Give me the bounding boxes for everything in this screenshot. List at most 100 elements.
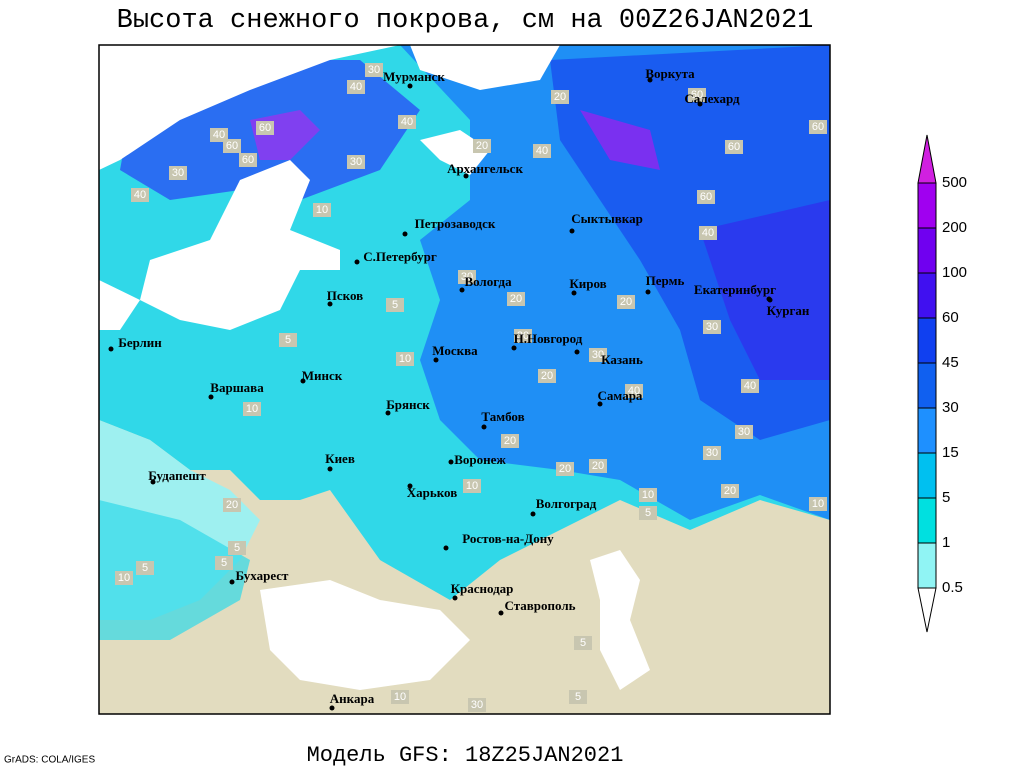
contour-label-box bbox=[589, 348, 607, 362]
contour-label: 10 bbox=[466, 480, 478, 492]
colorbar-box bbox=[917, 182, 937, 229]
contour-label: 30 bbox=[172, 167, 184, 179]
contour-label-box bbox=[215, 556, 233, 570]
city-label: Петрозаводск bbox=[415, 216, 496, 231]
city-dot bbox=[574, 349, 580, 355]
contour-label-box bbox=[463, 479, 481, 493]
contour-label-box bbox=[239, 153, 257, 167]
city-dot bbox=[300, 378, 306, 384]
contour-label: 20 bbox=[724, 485, 736, 497]
contour-label-box bbox=[699, 226, 717, 240]
contour-label-box bbox=[617, 295, 635, 309]
city-dot bbox=[208, 394, 214, 400]
contour-label-box bbox=[279, 333, 297, 347]
city-label: Ростов-на-Дону bbox=[462, 531, 554, 546]
contour-label: 40 bbox=[628, 385, 640, 397]
city-label: Варшава bbox=[210, 380, 264, 395]
contour-label: 20 bbox=[476, 140, 488, 152]
city-label: Киров bbox=[569, 276, 606, 291]
map-frame bbox=[98, 44, 831, 715]
baltic-sea bbox=[140, 160, 340, 330]
colorbar-label: 200 bbox=[942, 219, 967, 236]
city-dot bbox=[327, 466, 333, 472]
city-label: Курган bbox=[767, 303, 810, 318]
contour-label-box bbox=[223, 139, 241, 153]
city-dot bbox=[597, 401, 603, 407]
black-sea bbox=[260, 580, 470, 690]
contour-label-box bbox=[556, 462, 574, 476]
contour-label: 60 bbox=[728, 141, 740, 153]
colorbar-top bbox=[917, 134, 937, 184]
contour-label: 5 bbox=[392, 299, 398, 311]
contour-label: 5 bbox=[575, 691, 581, 703]
contour-label-box bbox=[639, 506, 657, 520]
colorbar-box bbox=[917, 272, 937, 319]
city-label: Воронеж bbox=[454, 452, 506, 467]
snow-high-east bbox=[580, 110, 660, 170]
city-dot bbox=[407, 83, 413, 89]
city-dot bbox=[530, 511, 536, 517]
contour-label-box bbox=[569, 690, 587, 704]
city-label: Казань bbox=[601, 352, 643, 367]
colorbar-label: 500 bbox=[942, 174, 967, 191]
contour-label: 20 bbox=[554, 91, 566, 103]
colorbar-label: 1 bbox=[942, 534, 950, 551]
city-dot bbox=[448, 459, 454, 465]
north-sea bbox=[99, 280, 140, 330]
contour-label: 30 bbox=[706, 447, 718, 459]
contour-label: 20 bbox=[226, 499, 238, 511]
city-dot bbox=[354, 259, 360, 265]
contour-label-box bbox=[639, 488, 657, 502]
contour-label: 5 bbox=[580, 637, 586, 649]
contour-label: 10 bbox=[394, 691, 406, 703]
map bbox=[99, 45, 830, 714]
contour-label-box bbox=[256, 121, 274, 135]
model-label: Модель GFS: 18Z25JAN2021 bbox=[307, 743, 624, 768]
city-dot bbox=[433, 357, 439, 363]
contour-label: 20 bbox=[592, 460, 604, 472]
contour-label-box bbox=[115, 571, 133, 585]
contour-label: 30 bbox=[350, 156, 362, 168]
contour-label-box bbox=[809, 497, 827, 511]
contour-label-box bbox=[347, 155, 365, 169]
contour-label: 10 bbox=[316, 204, 328, 216]
contour-label-box bbox=[386, 298, 404, 312]
city-label: Воркута bbox=[645, 66, 695, 81]
contour-label-box bbox=[551, 90, 569, 104]
city-label: Будапешт bbox=[148, 468, 206, 483]
colorbar-label: 30 bbox=[942, 399, 959, 416]
city-dot bbox=[463, 173, 469, 179]
contour-label: 40 bbox=[401, 116, 413, 128]
contour-label: 5 bbox=[285, 334, 291, 346]
contour-label: 60 bbox=[259, 122, 271, 134]
contour-label-box bbox=[458, 270, 476, 284]
city-label: Салехард bbox=[684, 91, 740, 106]
contour-label: 30 bbox=[706, 321, 718, 333]
city-dot bbox=[511, 345, 517, 351]
city-label: Тамбов bbox=[481, 409, 524, 424]
city-label: Брянск bbox=[386, 397, 430, 412]
contour-label: 60 bbox=[242, 154, 254, 166]
snow-carpathian bbox=[99, 500, 250, 640]
city-dot bbox=[108, 346, 114, 352]
city-label: Архангельск bbox=[447, 161, 523, 176]
contour-label: 10 bbox=[118, 572, 130, 584]
colorbar-box bbox=[917, 317, 937, 364]
city-label: Самара bbox=[598, 388, 643, 403]
contour-label-box bbox=[697, 190, 715, 204]
snow-deeper bbox=[700, 200, 830, 380]
contour-label: 5 bbox=[234, 542, 240, 554]
contour-label-box bbox=[725, 140, 743, 154]
contour-label-box bbox=[223, 498, 241, 512]
contour-label-box bbox=[396, 352, 414, 366]
city-dot bbox=[407, 483, 413, 489]
city-label: Анкара bbox=[330, 691, 375, 706]
contour-label: 20 bbox=[559, 463, 571, 475]
contour-label: 60 bbox=[691, 89, 703, 101]
colorbar-label: 45 bbox=[942, 354, 959, 371]
city-label: Екатеринбург bbox=[694, 282, 776, 297]
contour-label-box bbox=[703, 446, 721, 460]
credit: GrADS: COLA/IGES bbox=[4, 755, 95, 766]
contour-label: 40 bbox=[350, 81, 362, 93]
contour-label-box bbox=[398, 115, 416, 129]
